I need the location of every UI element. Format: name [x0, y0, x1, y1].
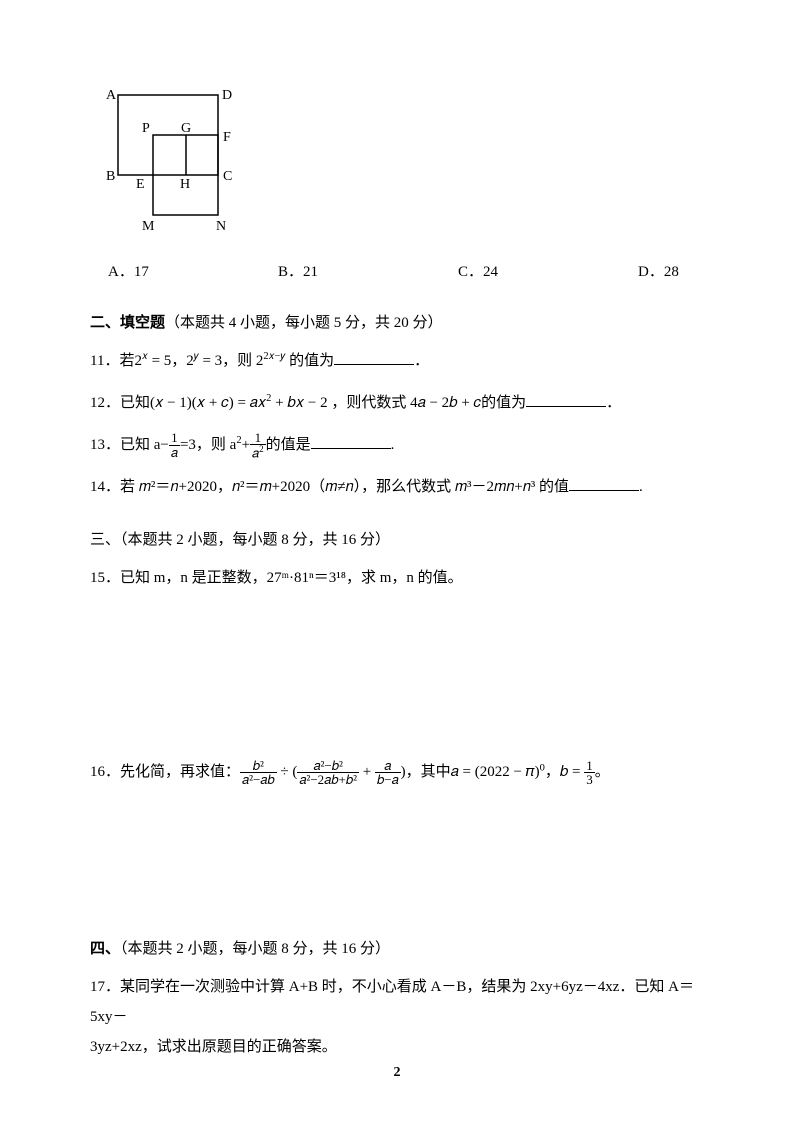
section-2-desc: （本题共 4 小题，每小题 5 分，共 20 分）: [165, 315, 443, 331]
geometry-diagram: A D P G F B E H C M N: [98, 85, 704, 252]
q10-option-B: B．21: [278, 262, 458, 283]
label-M: M: [142, 219, 155, 234]
section-4-desc: （本题共 2 小题，每小题 8 分，共 16 分）: [120, 941, 390, 957]
section-3-header: 三、（本题共 2 小题，每小题 8 分，共 16 分）: [90, 530, 704, 551]
label-N: N: [216, 219, 226, 234]
question-15: 15．已知 m，n 是正整数，27ᵐ·81ⁿ＝3¹⁸，求 m，n 的值。: [90, 563, 704, 593]
q10-option-C: C．24: [458, 262, 638, 283]
blank-13: [311, 434, 391, 449]
section-4-header: 四、（本题共 2 小题，每小题 8 分，共 16 分）: [90, 939, 704, 960]
section-2-header: 二、填空题（本题共 4 小题，每小题 5 分，共 20 分）: [90, 313, 704, 334]
label-A: A: [106, 88, 117, 103]
blank-14: [569, 476, 639, 491]
label-D: D: [222, 88, 232, 103]
question-12: 12．已知(𝑥 − 1)(𝑥 + 𝑐) = 𝑎𝑥2 + 𝑏𝑥 − 2 ，则代数式…: [90, 388, 704, 418]
question-14: 14．若 𝑚²＝𝑛+2020，𝑛²＝𝑚+2020（𝑚≠𝑛），那么代数式 𝑚³－2…: [90, 472, 704, 502]
question-13: 13．已知 a−1𝑎=3，则 a2+1𝑎2的值是.: [90, 430, 704, 460]
label-G: G: [181, 121, 191, 136]
q10-option-D: D．28: [638, 262, 679, 283]
question-16: 16．先化简，再求值：𝑏²𝑎²−𝑎𝑏 ÷ (𝑎²−𝑏²𝑎²−2𝑎𝑏+𝑏² + 𝑎…: [90, 757, 704, 787]
label-P: P: [142, 121, 150, 136]
label-B: B: [106, 169, 115, 184]
label-F: F: [223, 130, 231, 145]
blank-12: [526, 392, 606, 407]
section-3-title: 三、（本题共 2 小题，每小题 8 分，共 16 分）: [90, 532, 390, 548]
page-number: 2: [0, 1063, 794, 1083]
section-4-title: 四、: [90, 941, 120, 957]
blank-11: [334, 350, 414, 365]
label-H: H: [180, 177, 190, 192]
q10-options: A．17 B．21 C．24 D．28: [108, 262, 704, 283]
question-11: 11．若2𝑥 = 5，2𝑦 = 3，则 22𝑥−𝑦 的值为．: [90, 346, 704, 376]
q10-option-A: A．17: [108, 262, 278, 283]
section-2-title: 二、填空题: [90, 315, 165, 331]
question-17: 17．某同学在一次测验中计算 A+B 时，不小心看成 A－B，结果为 2xy+6…: [90, 972, 704, 1062]
label-E: E: [136, 177, 145, 192]
label-C: C: [223, 169, 232, 184]
